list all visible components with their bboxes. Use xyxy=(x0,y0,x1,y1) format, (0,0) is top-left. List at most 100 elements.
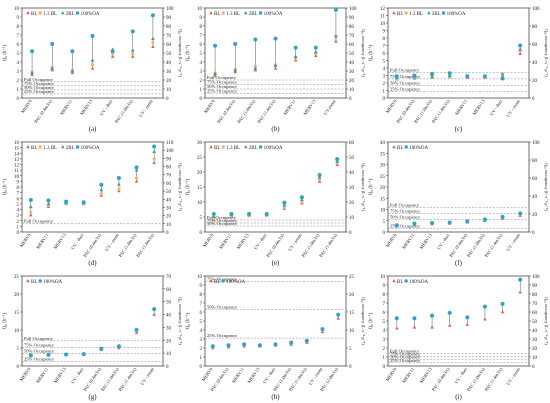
y2-tick-label: 70 xyxy=(166,174,172,179)
legend-label: 1.3 BL xyxy=(226,12,240,17)
data-point-2bl xyxy=(313,50,318,54)
data-point-bl xyxy=(500,310,505,314)
x-tick-label: MERV9 xyxy=(20,98,33,114)
y2-tick-label: 40 xyxy=(349,171,355,176)
data-point-bl xyxy=(110,54,115,58)
x-tick-label: PAC (0.4m3/s) xyxy=(33,98,53,124)
legend-marker xyxy=(404,145,408,149)
y2-tick-label: 5 xyxy=(349,347,352,352)
y2-tick-label: 20 xyxy=(166,79,172,84)
y-tick-label: 0 xyxy=(200,97,203,102)
y2-tick-label: 0 xyxy=(532,365,535,370)
legend-marker xyxy=(392,145,396,149)
y-tick-label: 3 xyxy=(200,70,203,75)
data-point-100oa xyxy=(226,343,231,348)
data-point-100oa xyxy=(293,45,298,50)
data-point-13bl xyxy=(151,40,155,44)
y-tick-label: 40 xyxy=(380,141,386,146)
y-tick-label: 20 xyxy=(197,171,203,176)
y2-tick-label: 100 xyxy=(532,141,540,146)
data-point-13bl xyxy=(117,187,121,191)
data-point-bl xyxy=(50,68,54,72)
y-axis-label: Q₀ (h⁻¹) xyxy=(368,178,374,195)
y-tick-label: 12 xyxy=(14,164,20,169)
y2-tick-label: 10 xyxy=(166,352,172,357)
y-tick-label: 0 xyxy=(383,97,386,102)
data-point-100oa xyxy=(320,327,325,332)
data-point-bl xyxy=(30,72,34,76)
y-tick-label: 10 xyxy=(14,175,20,180)
occupancy-label: Full Occupancy xyxy=(207,75,237,80)
data-point-100oa xyxy=(229,212,234,216)
y-tick-label: 6 xyxy=(17,43,20,48)
legend-label: BL xyxy=(397,280,403,285)
legend-marker xyxy=(404,279,408,283)
y-tick-label: 9 xyxy=(17,180,20,185)
x-tick-label: PAC (1.4m3/s) xyxy=(257,98,277,124)
y-tick-label: 20 xyxy=(14,293,20,298)
data-point-100oa xyxy=(394,223,399,228)
y-tick-label: 25 xyxy=(380,175,386,180)
panel-h: 0 1 2 3 4 5 6 7 8 9 10 0 5 10 15 20 25 Q₀ (h⁻¹) Q₀, occupa… xyxy=(185,275,366,401)
data-point-100oa xyxy=(99,182,104,187)
data-point-100oa xyxy=(518,43,523,48)
legend-label: 2BL xyxy=(249,146,258,151)
data-point-13bl xyxy=(131,52,135,56)
legend-marker xyxy=(38,279,42,283)
data-point-100oa xyxy=(518,211,523,216)
data-point-2bl xyxy=(152,149,156,153)
legend-label: BL xyxy=(214,146,220,151)
y-tick-label: 2 xyxy=(200,347,203,352)
y2-tick-label: 50 xyxy=(166,301,172,306)
panel-label: (a) xyxy=(89,125,97,133)
data-point-100oa xyxy=(233,42,238,46)
y-axis-label: Q₀ (h⁻¹) xyxy=(368,44,374,61)
y-tick-label: 12 xyxy=(380,7,386,12)
y-tick-label: 25 xyxy=(197,156,203,161)
data-point-2bl xyxy=(117,182,121,186)
y2-tick-label: 20 xyxy=(532,213,538,218)
x-tick-label: MERV11 xyxy=(454,98,468,116)
data-point-100oa xyxy=(99,346,104,351)
x-tick-label: MERV9 xyxy=(203,98,216,114)
legend-marker xyxy=(221,279,225,283)
y-tick-label: 0 xyxy=(17,231,20,236)
y2-tick-label: 10 xyxy=(349,329,355,334)
panel-label: (d) xyxy=(88,259,97,267)
x-tick-label: PAC (1.0m3/s) xyxy=(100,366,120,392)
legend-label: 100%OA xyxy=(447,12,466,17)
legend-marker xyxy=(258,11,263,15)
x-tick-label: PAC (0.4m3/s) xyxy=(448,232,468,258)
legend-label: 100%OA xyxy=(264,146,283,151)
y2-tick-label: 60 xyxy=(532,177,538,182)
x-tick-label: UV - duct xyxy=(489,98,504,116)
x-tick-label: MERV11 xyxy=(401,232,415,250)
y-tick-label: 15 xyxy=(197,186,203,191)
y-tick-label: 2 xyxy=(383,347,386,352)
y-tick-label: 16 xyxy=(14,141,20,146)
data-point-bl xyxy=(151,44,155,48)
y2-tick-label: 90 xyxy=(166,16,172,21)
y-axis-label: Q₀ (h⁻¹) xyxy=(2,44,8,61)
data-point-2bl xyxy=(233,68,238,72)
legend-marker xyxy=(61,145,65,149)
y-tick-label: 1 xyxy=(383,356,386,361)
legend-label: 100%OA xyxy=(43,280,62,285)
y2-tick-label: 60 xyxy=(166,43,172,48)
data-point-2bl xyxy=(90,58,95,62)
data-point-bl xyxy=(273,66,278,70)
panel-label: (e) xyxy=(272,259,280,267)
y-tick-label: 8 xyxy=(200,293,203,298)
y2-tick-label: 40 xyxy=(532,195,538,200)
data-point-13bl xyxy=(317,177,322,182)
y-tick-label: 3 xyxy=(383,75,386,80)
y-tick-label: 4 xyxy=(200,329,203,334)
y-tick-label: 5 xyxy=(383,60,386,65)
occupancy-label: 50% Occupancy xyxy=(390,215,421,220)
data-point-2bl xyxy=(282,203,287,207)
plot-frame xyxy=(21,275,164,367)
y-tick-label: 6 xyxy=(383,311,386,316)
y-axis-label: Q₀ (h⁻¹) xyxy=(2,312,8,329)
data-point-100oa xyxy=(447,220,452,225)
